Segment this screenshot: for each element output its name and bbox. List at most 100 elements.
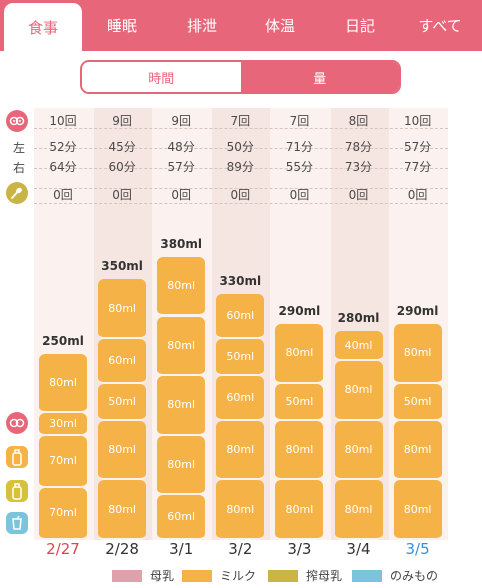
breast-count: 7回	[289, 114, 310, 128]
breast-count: 10回	[403, 114, 432, 128]
milk-segment[interactable]: 70ml	[39, 487, 87, 540]
milk-segment[interactable]: 60ml	[216, 294, 265, 339]
left-side-label: 左	[13, 141, 26, 155]
legend-swatch	[112, 569, 142, 582]
legend-item: 搾母乳	[268, 567, 342, 584]
milk-segment[interactable]: 80ml	[216, 480, 265, 540]
tab-2[interactable]: 排泄	[186, 17, 217, 35]
legend-label: ミルク	[220, 569, 257, 583]
milk-segment[interactable]: 40ml	[334, 331, 383, 362]
spoon-icon	[6, 182, 28, 204]
daily-total: 290ml	[396, 303, 439, 318]
milk-segment[interactable]: 50ml	[98, 383, 147, 421]
date-label[interactable]: 3/1	[169, 540, 194, 558]
daily-feeding-chart: 10回 52分 64分 0回 70ml 70ml 30ml 80ml 250ml 9回 45分 60分…	[34, 108, 448, 540]
milk-segment[interactable]: 60ml	[98, 338, 147, 384]
breast-icon	[6, 412, 28, 434]
milk-segment[interactable]: 80ml	[98, 480, 147, 540]
tab-bar: 食事 睡眠 排泄 体温 日記 すべて	[0, 0, 482, 51]
tab-4[interactable]: 日記	[344, 17, 375, 35]
row-divider	[34, 148, 448, 149]
right-minutes: 73分	[344, 160, 373, 174]
date-label[interactable]: 3/2	[228, 540, 253, 558]
milk-segment[interactable]: 50ml	[275, 383, 324, 421]
milk-segment[interactable]: 80ml	[393, 420, 442, 481]
milk-segment[interactable]: 80ml	[334, 480, 383, 540]
milk-segment[interactable]: 30ml	[39, 413, 87, 436]
tab-0[interactable]: 食事	[4, 3, 82, 51]
date-label[interactable]: 3/4	[346, 540, 371, 558]
row-divider	[34, 128, 448, 129]
milk-segment[interactable]: 80ml	[393, 323, 442, 384]
breast-count: 9回	[171, 114, 191, 128]
milk-segment[interactable]: 80ml	[334, 361, 383, 421]
baby-food-count: 0回	[112, 188, 132, 202]
milk-segment[interactable]: 80ml	[393, 480, 442, 540]
milk-segment[interactable]: 80ml	[157, 256, 206, 317]
breast-count: 8回	[348, 114, 369, 128]
breast-count: 10回	[49, 114, 77, 128]
bottle-icon	[6, 446, 28, 468]
baby-food-count: 0回	[289, 188, 310, 202]
left-minutes: 57分	[403, 140, 432, 154]
milk-segment[interactable]: 80ml	[275, 420, 324, 481]
milk-segment[interactable]: 80ml	[216, 420, 265, 481]
right-side-label: 右	[13, 161, 26, 175]
right-minutes: 60分	[108, 160, 136, 174]
left-minutes: 71分	[285, 140, 314, 154]
right-minutes: 89分	[226, 160, 254, 174]
tab-3[interactable]: 体温	[264, 17, 295, 35]
milk-segment[interactable]: 80ml	[98, 420, 147, 481]
left-minutes: 52分	[49, 140, 77, 154]
breast-icon	[6, 110, 28, 132]
baby-food-count: 0回	[171, 188, 191, 202]
breast-count: 9回	[112, 114, 132, 128]
baby-food-count: 0回	[230, 188, 251, 202]
baby-food-count: 0回	[348, 188, 369, 202]
date-label[interactable]: 3/5	[405, 540, 430, 558]
daily-total: 250ml	[42, 333, 84, 348]
amount-mode-button[interactable]: 量	[240, 62, 399, 92]
tab-1[interactable]: 睡眠	[106, 17, 137, 35]
legend-swatch	[268, 569, 298, 582]
milk-segment[interactable]: 80ml	[275, 323, 324, 384]
row-divider	[34, 168, 448, 169]
row-divider	[34, 203, 448, 204]
milk-segment[interactable]: 80ml	[39, 353, 87, 414]
view-mode-toggle: 時間 量	[80, 60, 401, 94]
right-minutes: 77分	[403, 160, 432, 174]
date-label[interactable]: 3/3	[287, 540, 312, 558]
milk-segment[interactable]: 80ml	[157, 316, 206, 377]
milk-segment[interactable]: 80ml	[98, 279, 147, 339]
milk-segment[interactable]: 50ml	[393, 383, 442, 421]
milk-segment[interactable]: 60ml	[157, 495, 206, 540]
tab-5[interactable]: すべて	[418, 17, 462, 35]
legend-item: のみもの	[352, 567, 438, 584]
daily-total: 350ml	[101, 259, 143, 274]
milk-segment[interactable]: 80ml	[157, 376, 206, 436]
expressed-milk-bottle-icon	[6, 480, 28, 502]
milk-segment[interactable]: 50ml	[216, 338, 265, 377]
cup-icon	[6, 512, 28, 534]
milk-segment[interactable]: 80ml	[334, 420, 383, 481]
right-minutes: 55分	[285, 160, 314, 174]
milk-segment[interactable]: 80ml	[275, 480, 324, 540]
baby-food-count: 0回	[53, 188, 73, 202]
legend-item: 母乳	[112, 567, 174, 584]
legend-item: ミルク	[182, 567, 256, 584]
date-label[interactable]: 2/28	[105, 540, 139, 558]
daily-total: 380ml	[160, 236, 203, 251]
legend: 母乳 ミルク 搾母乳 のみもの	[0, 564, 482, 584]
milk-segment[interactable]: 80ml	[157, 435, 206, 496]
milk-segment[interactable]: 70ml	[39, 435, 87, 488]
left-minutes: 45分	[108, 140, 136, 154]
milk-segment[interactable]: 60ml	[216, 376, 265, 421]
row-divider	[34, 188, 448, 189]
baby-food-count: 0回	[407, 188, 428, 202]
daily-total: 280ml	[337, 311, 380, 326]
left-minutes: 48分	[167, 140, 195, 154]
time-mode-button[interactable]: 時間	[82, 62, 241, 92]
date-label[interactable]: 2/27	[46, 540, 80, 558]
left-minutes: 78分	[344, 140, 373, 154]
breast-count: 7回	[230, 114, 251, 128]
